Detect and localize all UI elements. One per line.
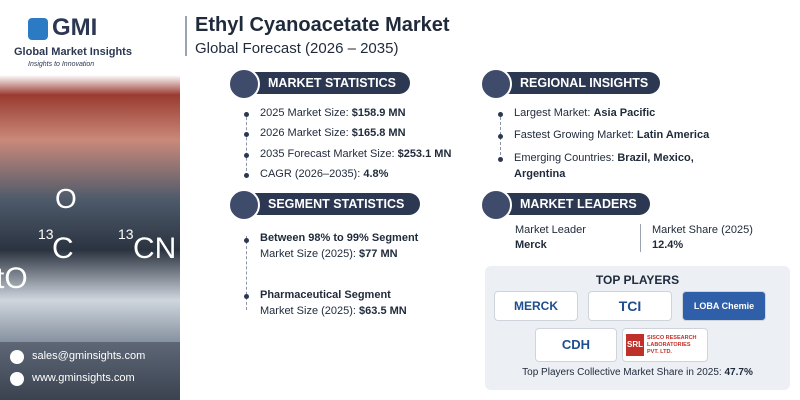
player-logo: MERCK	[494, 291, 578, 321]
value: $77 MN	[359, 248, 398, 260]
value: Argentina	[514, 168, 566, 180]
section-header: MARKET STATISTICS	[228, 68, 410, 100]
leader-label: Market Leader	[515, 224, 586, 236]
brand-tagline: Global Market Insights	[14, 46, 132, 58]
share: 12.4%	[652, 239, 684, 251]
value: 47.7%	[724, 367, 753, 378]
section-header: REGIONAL INSIGHTS	[480, 68, 660, 100]
logo-icon	[28, 18, 48, 40]
website[interactable]: www.gminsights.com	[32, 372, 135, 384]
player-caption: SISCO RESEARCH LABORATORIES PVT. LTD.	[647, 335, 697, 355]
bullet	[244, 294, 249, 299]
connector	[246, 112, 247, 176]
share-label: Market Share (2025)	[652, 224, 753, 236]
top-players-footer: Top Players Collective Market Share in 2…	[485, 367, 790, 378]
stat-item: 2035 Forecast Market Size: $253.1 MN	[260, 148, 451, 160]
logo-area: GMI Global Market Insights Insights to I…	[10, 10, 180, 75]
email-icon	[10, 350, 24, 364]
label: CAGR (2026–2035):	[260, 168, 361, 180]
bullet	[244, 173, 249, 178]
value: Asia Pacific	[593, 107, 656, 119]
value: $63.5 MN	[359, 305, 407, 317]
brand-name: GMI	[52, 14, 98, 41]
bullet	[498, 157, 503, 162]
value: Latin America	[636, 129, 710, 141]
stat-item: 2025 Market Size: $158.9 MN	[260, 107, 406, 119]
divider	[640, 224, 641, 252]
player-name: SRL	[626, 334, 644, 356]
value: $253.1 MN	[397, 148, 452, 160]
section-title: SEGMENT STATISTICS	[268, 197, 405, 211]
title: Ethyl Cyanoacetate Market	[195, 14, 450, 36]
brand-slogan: Insights to Innovation	[28, 61, 95, 68]
bullet	[244, 132, 249, 137]
label: Largest Market:	[514, 107, 591, 119]
region-item: Fastest Growing Market: Latin America	[514, 129, 709, 141]
top-players-title: TOP PLAYERS	[595, 273, 680, 287]
region-item: Emerging Countries: Brazil, Mexico,	[514, 152, 694, 164]
bullet	[498, 134, 503, 139]
connector	[246, 236, 247, 310]
section-title: MARKET STATISTICS	[268, 76, 397, 90]
section-title: MARKET LEADERS	[520, 197, 637, 211]
email[interactable]: sales@gminsights.com	[32, 350, 146, 362]
player-logo: TCI	[588, 291, 672, 321]
label: 2035 Forecast Market Size:	[260, 148, 395, 160]
segment-value: Market Size (2025): $77 MN	[260, 248, 398, 260]
molecule-text: 13	[38, 226, 54, 242]
segment-name: Pharmaceutical Segment	[260, 289, 391, 301]
molecule-text: CN	[133, 232, 177, 265]
molecule-text: C	[52, 232, 74, 265]
value: Brazil, Mexico,	[617, 152, 694, 164]
label: Emerging Countries:	[514, 152, 615, 164]
web-icon	[10, 372, 24, 386]
contact-band	[0, 342, 180, 400]
stat-item: 2026 Market Size: $165.8 MN	[260, 127, 406, 139]
leader: Merck	[515, 239, 547, 251]
bullet	[244, 238, 249, 243]
label: Market Size (2025):	[260, 305, 356, 317]
player-logo: LOBA Chemie	[682, 291, 766, 321]
subtitle: Global Forecast (2026 – 2035)	[195, 40, 399, 57]
molecule-text: 13	[118, 226, 134, 242]
value: $165.8 MN	[351, 127, 406, 139]
label: Top Players Collective Market Share in 2…	[522, 367, 722, 378]
section-header: SEGMENT STATISTICS	[228, 189, 420, 221]
section-header: MARKET LEADERS	[480, 189, 650, 221]
bullet	[244, 112, 249, 117]
molecule-text: tO	[0, 262, 28, 295]
bullet	[244, 153, 249, 158]
label: Fastest Growing Market:	[514, 129, 634, 141]
title-bar	[185, 16, 187, 56]
value: $158.9 MN	[351, 107, 406, 119]
value: 4.8%	[363, 168, 389, 180]
molecule-text: O	[55, 183, 77, 214]
stat-item: CAGR (2026–2035): 4.8%	[260, 168, 388, 180]
label: Market Size (2025):	[260, 248, 356, 260]
segment-value: Market Size (2025): $63.5 MN	[260, 305, 407, 317]
section-title: REGIONAL INSIGHTS	[520, 76, 649, 90]
player-logo: SRL SISCO RESEARCH LABORATORIES PVT. LTD…	[622, 328, 708, 362]
bullet	[498, 112, 503, 117]
label: 2025 Market Size:	[260, 107, 349, 119]
region-item: Largest Market: Asia Pacific	[514, 107, 655, 119]
player-logo: CDH	[535, 328, 617, 362]
label: 2026 Market Size:	[260, 127, 349, 139]
segment-name: Between 98% to 99% Segment	[260, 232, 419, 244]
